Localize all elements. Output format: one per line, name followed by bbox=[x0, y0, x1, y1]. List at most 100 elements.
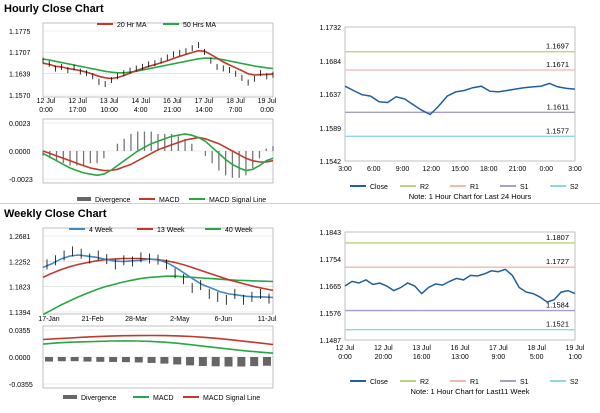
y-tick-label: 1.2681 bbox=[9, 234, 31, 241]
plot-frame bbox=[344, 231, 576, 341]
y-tick-label: 0.0000 bbox=[9, 355, 31, 362]
legend-swatch bbox=[77, 197, 91, 201]
divergence-bar bbox=[198, 357, 207, 366]
signal-line bbox=[42, 334, 274, 346]
y-tick-label: 1.1639 bbox=[9, 71, 31, 78]
plot-frame bbox=[344, 26, 576, 162]
x-tick-label: 17 Jul bbox=[195, 98, 214, 105]
y-tick-label: 1.1637 bbox=[320, 92, 342, 99]
x-tick-label: 17 Jul bbox=[489, 345, 508, 352]
x-tick-label: 6:00 bbox=[367, 166, 381, 173]
signal-line bbox=[42, 136, 274, 172]
x-tick-label: 6-Jun bbox=[215, 316, 233, 323]
legend-label: S2 bbox=[570, 379, 579, 386]
x-tick-label: 0:00 bbox=[539, 166, 553, 173]
divergence-bar bbox=[250, 357, 259, 367]
x-tick-label: 20:00 bbox=[375, 354, 393, 361]
y-tick-label: 1.1843 bbox=[320, 230, 342, 237]
divergence-bar bbox=[96, 357, 105, 362]
plot-frame bbox=[42, 227, 274, 315]
x-tick-label: 16 Jul bbox=[451, 345, 470, 352]
legend-label: S2 bbox=[570, 184, 579, 191]
divergence-bar bbox=[147, 357, 156, 363]
x-tick-label: 9:00 bbox=[396, 166, 410, 173]
legend-label: R1 bbox=[470, 379, 479, 386]
x-tick-label: 13 Jul bbox=[412, 345, 431, 352]
level-label-s1: 1.1611 bbox=[547, 102, 569, 111]
legend-label: MACD bbox=[159, 197, 180, 204]
y-tick-label: 1.2252 bbox=[9, 259, 31, 266]
y-tick-label: 1.1775 bbox=[9, 29, 31, 36]
weekly-price-chart: 1.2681 1.2252 1.1823 1.1394 4 Week 13 Week 40 … bbox=[9, 227, 277, 323]
x-tick-label: 7:00 bbox=[229, 107, 243, 114]
y-tick-label: 1.1542 bbox=[320, 159, 342, 166]
y-tick-label: 1.1754 bbox=[320, 257, 342, 264]
level-label-s2: 1.1521 bbox=[546, 320, 569, 329]
legend-label: MACD Signal Line bbox=[209, 197, 266, 204]
x-tick-label: 12 Jul bbox=[374, 345, 393, 352]
weekly-levels-chart: 1.1843 1.1754 1.1665 1.1576 1.1487 1.1807 1.17… bbox=[320, 230, 585, 396]
y-tick-label: 1.1707 bbox=[9, 50, 31, 57]
y-tick-label: 1.1684 bbox=[320, 59, 342, 66]
x-tick-label: 12:00 bbox=[422, 166, 440, 173]
hourly-macd-chart: 0.0023 0.0000 -0.0023 Divergence MACD MACD Si… bbox=[9, 118, 274, 204]
x-tick-label: 11-Jul bbox=[258, 316, 277, 323]
hourly-levels-chart: 1.1732 1.1684 1.1637 1.1589 1.1542 1.1697 1.16… bbox=[320, 25, 582, 201]
y-tick-label: 1.1589 bbox=[320, 126, 342, 133]
x-tick-label: 19 Jul bbox=[258, 98, 277, 105]
legend-label: 20 Hr MA bbox=[117, 22, 147, 29]
y-tick-label: 1.1487 bbox=[320, 338, 342, 345]
legend-label: R2 bbox=[420, 379, 429, 386]
divergence-bar bbox=[109, 357, 118, 362]
legend-label: 40 Week bbox=[225, 227, 253, 234]
level-label-r1: 1.1727 bbox=[546, 257, 569, 266]
x-tick-label: 16:00 bbox=[413, 354, 431, 361]
divergence-bar bbox=[173, 357, 182, 365]
y-tick-label: 1.1570 bbox=[9, 93, 31, 100]
divergence-bar bbox=[57, 357, 66, 362]
weekly-section-title: Weekly Close Chart bbox=[4, 208, 107, 220]
divergence-bar bbox=[83, 357, 92, 362]
x-tick-label: 18 Jul bbox=[527, 345, 546, 352]
chart-note: Note: 1 Hour Chart for Last 24 Hours bbox=[409, 192, 532, 201]
level-label-r2: 1.1807 bbox=[546, 233, 569, 242]
section-divider bbox=[0, 203, 600, 204]
x-tick-label: 10:00 bbox=[100, 107, 118, 114]
legend-label: 50 Hrs MA bbox=[183, 22, 216, 29]
level-label-s1: 1.1584 bbox=[546, 301, 569, 310]
x-tick-label: 21:00 bbox=[509, 166, 527, 173]
divergence-bar bbox=[70, 357, 79, 362]
x-tick-label: 18:00 bbox=[480, 166, 498, 173]
x-tick-label: 5:00 bbox=[530, 354, 544, 361]
divergence-bar bbox=[45, 357, 53, 362]
plot-frame bbox=[42, 325, 274, 389]
y-tick-label: 0.0000 bbox=[9, 149, 31, 156]
legend-swatch bbox=[63, 395, 77, 399]
x-tick-label: 1:00 bbox=[568, 354, 582, 361]
x-tick-label: 14:00 bbox=[195, 107, 213, 114]
y-tick-label: 1.1394 bbox=[9, 310, 31, 317]
legend-label: 13 Week bbox=[157, 227, 185, 234]
x-tick-label: 12 Jul bbox=[37, 98, 56, 105]
level-label-r1: 1.1671 bbox=[546, 60, 569, 69]
divergence-bar bbox=[186, 357, 195, 366]
y-tick-label: 1.1665 bbox=[320, 284, 342, 291]
hourly-price-chart: 1.1775 1.1707 1.1639 1.1570 20 Hr MA 50 Hrs M… bbox=[9, 22, 277, 114]
x-tick-label: 17:00 bbox=[69, 107, 87, 114]
x-tick-label: 0:00 bbox=[39, 107, 53, 114]
divergence-bar bbox=[263, 357, 271, 366]
level-label-r2: 1.1697 bbox=[546, 42, 569, 51]
legend-label: Divergence bbox=[95, 197, 131, 204]
legend-label: Close bbox=[370, 184, 388, 191]
divergence-bar bbox=[134, 357, 143, 363]
x-tick-label: 28-Mar bbox=[125, 316, 148, 323]
legend-label: S1 bbox=[520, 184, 529, 191]
x-tick-label: 15:00 bbox=[451, 166, 469, 173]
weekly-macd-chart: 0.0355 0.0000 -0.0355 Divergence MACD MACD Si… bbox=[9, 325, 274, 402]
hourly-section-title: Hourly Close Chart bbox=[4, 3, 104, 15]
legend-label: Close bbox=[370, 379, 388, 386]
x-tick-label: 2-May bbox=[170, 316, 190, 323]
x-tick-label: 3:00 bbox=[568, 166, 582, 173]
legend-label: MACD Signal Line bbox=[203, 395, 260, 402]
x-tick-label: 12 Jul bbox=[336, 345, 355, 352]
